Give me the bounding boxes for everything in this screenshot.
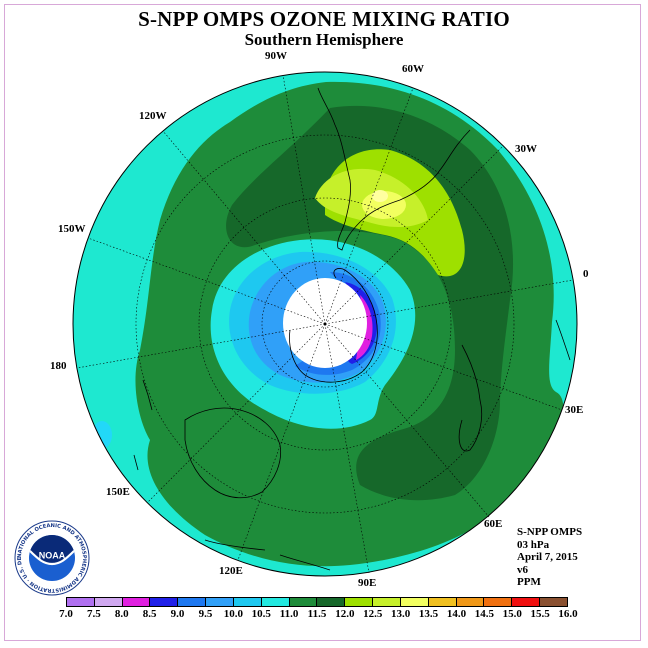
colorbar-tick-label: 14.0 [446, 608, 467, 620]
colorbar-swatch [512, 598, 541, 606]
meridian-90e [324, 323, 370, 574]
colorbar-swatch [150, 598, 179, 606]
map-boundary [72, 71, 578, 577]
meridian-30e [324, 323, 563, 411]
page-title: S-NPP OMPS OZONE MIXING RATIO [138, 7, 510, 31]
colorbar-swatch [67, 598, 95, 606]
logo-text: NOAA [39, 551, 66, 561]
colorbar-tick-label: 10.5 [251, 608, 271, 620]
lon-label-60w: 60W [402, 63, 424, 75]
colorbar-tick-label: 15.0 [502, 608, 522, 620]
lon-label-30e: 30E [565, 404, 584, 416]
latitude-circle-75s [261, 260, 389, 388]
product-info: S-NPP OMPS 03 hPa April 7, 2015 v6 PPM [517, 526, 582, 589]
colorbar-swatch [261, 598, 290, 606]
coast-new-zealand [133, 379, 153, 471]
colorbar-tick-label: 10.0 [223, 608, 243, 620]
colorbar-swatch [233, 598, 262, 606]
colorbar-swatch [373, 598, 401, 606]
meridian-90w [282, 74, 326, 325]
plot-frame [4, 4, 641, 641]
latitude-circle-45s [135, 134, 515, 514]
lon-label-90e: 90E [358, 577, 377, 589]
meridian-150w [87, 237, 326, 325]
south-pole-marker [323, 322, 327, 326]
colorbar-tick-label: 13.0 [391, 608, 411, 620]
colorbar-swatch [540, 598, 567, 606]
colorbar-tick-label: 14.5 [474, 608, 494, 620]
colorbar-tick-label: 11.0 [279, 608, 299, 620]
colorbar-swatch [178, 598, 207, 606]
colorbar-tick-label: 12.0 [335, 608, 355, 620]
colorbar-tick-label: 7.5 [87, 608, 101, 620]
meridian-60e [324, 323, 490, 518]
coast-australia [184, 407, 282, 499]
coast-africa [458, 319, 571, 452]
colorbar-tick-label: 11.5 [307, 608, 327, 620]
colorbar-labels: 7.0 7.5 8.0 8.5 9.0 9.5 10.0 10.5 11.0 11.5 12.0 12… [0, 608, 648, 624]
coast-indonesia [204, 539, 331, 571]
latitude-circle-60s [198, 197, 452, 451]
graticule [76, 74, 574, 574]
colorbar-tick-label: 9.0 [170, 608, 185, 620]
coast-antarctica [289, 268, 378, 383]
lon-label-0: 0 [583, 268, 589, 280]
colorbar-tick-label: 13.5 [418, 608, 439, 620]
coastlines [133, 87, 571, 571]
lon-label-150e: 150E [106, 486, 130, 498]
lon-label-120w: 120W [139, 110, 167, 122]
info-version: v6 [517, 563, 528, 576]
page-subtitle: Southern Hemisphere [244, 30, 404, 49]
info-units: PPM [517, 576, 541, 588]
colorbar-tick-label: 9.5 [198, 608, 213, 620]
field-spot [92, 421, 112, 449]
colorbar-swatch [456, 598, 485, 606]
noaa-logo-icon: NATIONAL OCEANIC AND ATMOSPHERIC ADMINIS… [14, 520, 90, 596]
colorbar-swatch [428, 598, 457, 606]
colorbar-swatch [345, 598, 374, 606]
lon-label-90w: 90W [265, 50, 287, 62]
colorbar-swatch [317, 598, 346, 606]
lon-label-180: 180 [50, 360, 67, 372]
colorbar-tick-label: 16.0 [558, 608, 578, 620]
colorbar-tick-label: 12.5 [363, 608, 383, 620]
lon-label-150w: 150W [58, 223, 86, 235]
colorbar-tick-label: 8.5 [142, 608, 157, 620]
colorbar-tick-label: 7.0 [59, 608, 73, 620]
colorbar-tick-label: 15.5 [530, 608, 550, 620]
lon-label-60e: 60E [484, 518, 503, 530]
colorbar-swatch [400, 598, 429, 606]
info-level: 03 hPa [517, 538, 550, 551]
lon-label-30w: 30W [515, 143, 537, 155]
info-instrument: S-NPP OMPS [517, 526, 583, 538]
colorbar-tick-label: 8.0 [114, 608, 129, 620]
field-band-max [372, 190, 388, 202]
colorbar [66, 597, 568, 607]
info-date: April 7, 2015 [517, 551, 578, 563]
colorbar-swatch [289, 598, 318, 606]
colorbar-swatch [122, 598, 151, 606]
colorbar-swatch [206, 598, 234, 606]
ozone-field [73, 72, 577, 576]
colorbar-swatch [94, 598, 123, 606]
lon-label-120e: 120E [219, 565, 243, 577]
colorbar-swatch [484, 598, 513, 606]
coast-south-america [317, 87, 471, 251]
